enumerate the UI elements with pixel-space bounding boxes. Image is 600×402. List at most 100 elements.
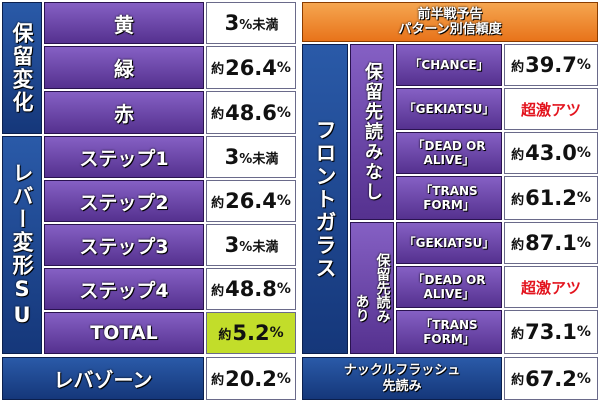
pattern-line1: 「GEKIATSU」 [403,236,495,250]
label-text: ステップ3 [79,235,169,258]
value-number: 39.7 [525,53,577,77]
label-text: 緑 [114,57,134,81]
knuckle-line1: ナックルフラッシュ [343,362,461,378]
value-suffix: %未満 [239,151,279,167]
value-prefix: 約 [511,326,525,342]
value-number: 20.2 [225,366,277,391]
value-prefix: 約 [211,283,225,299]
with-hold-value-transform: 約 73.1% [504,310,598,354]
value-suffix: %未満 [239,239,279,255]
with-hold-pattern-gekiatsu: 「GEKIATSU」 [396,222,502,264]
value-suffix: % [576,235,591,251]
value-number: 3 [224,145,240,169]
value-prefix: 約 [211,62,225,77]
value-suffix: % [576,190,591,206]
value-suffix: % [576,324,591,340]
front-glass-title-text: フロントガラス [313,118,337,280]
knuckle-flash-label: ナックルフラッシュ 先読み [302,357,502,400]
value-number: 48.6 [225,100,277,125]
pattern-line2: FORM」 [423,332,475,346]
lever-zone-label: レバゾーン [2,357,204,400]
value-prefix: 約 [511,192,525,208]
value-number: 5.2 [232,321,270,345]
with-hold-title-b: あり [353,294,370,322]
lever-su-label-step4: ステップ4 [44,268,204,310]
value-number: 73.1 [525,320,577,344]
lever-su-value-total: 約 5.2% [206,312,296,354]
lever-su-value-step3: 3 %未満 [206,224,296,266]
value-suffix: % [576,370,591,387]
with-hold-value-gekiatsu: 約 87.1% [504,222,598,264]
lever-su-label-step2: ステップ2 [44,180,204,222]
lever-su-value-step1: 3 %未満 [206,136,296,178]
hold-change-label-green: 緑 [44,46,204,89]
pattern-line2: FORM」 [423,198,475,212]
hold-change-title: 保留変化 [2,2,42,134]
label-text: TOTAL [90,322,158,344]
no-hold-title-text: 保留先読みなし [362,62,383,202]
pattern-line1: 「DEAD OR [412,139,486,153]
label-text: レバゾーン [53,368,153,392]
pattern-line1: 「GEKIATSU」 [403,102,495,116]
header-line1: 前半戦予告 [417,7,483,22]
value-suffix: %未満 [239,17,279,33]
value-number: 26.4 [225,189,277,213]
front-glass-title: フロントガラス [302,44,348,354]
lever-su-label-total: TOTAL [44,312,204,354]
value-suffix: % [576,57,591,73]
value-suffix: % [269,325,284,341]
value-prefix: 約 [211,373,225,388]
with-hold-title: 保留先読み あり [350,222,394,354]
value-number: 3 [224,233,240,257]
label-text: ステップ2 [79,191,169,214]
pattern-header: 前半戦予告 パターン別信頼度 [302,2,598,42]
value-prefix: 約 [218,327,232,343]
no-hold-pattern-dead-or-alive: 「DEAD OR ALIVE」 [396,132,502,174]
knuckle-line2: 先読み [382,378,422,394]
no-hold-pattern-transform: 「TRANS FORM」 [396,176,502,220]
pattern-line1: 「CHANCE」 [409,58,489,72]
value-prefix: 約 [211,195,225,211]
value-prefix: 約 [511,373,525,388]
lever-su-value-step4: 約 48.8% [206,268,296,310]
hold-change-value-green: 約 26.4% [206,46,296,89]
knuckle-flash-value: 約 67.2% [504,357,598,400]
label-text: 黄 [114,12,134,37]
value-number: 61.2 [525,186,577,210]
label-text: ステップ1 [79,147,169,170]
value-prefix: 約 [211,107,225,122]
lever-su-title: レバー変形SU [2,136,42,354]
value-suffix: % [576,145,591,161]
lever-su-title-text: レバー変形SU [10,161,34,329]
pattern-line1: 「DEAD OR [412,273,486,287]
value-prefix: 約 [511,59,525,75]
hold-change-value-red: 約 48.6% [206,91,296,134]
value-suffix: % [276,59,291,76]
value-suffix: % [276,104,291,121]
label-text: ステップ4 [79,279,169,302]
value-number: 26.4 [225,55,277,80]
no-hold-value-gekiatsu: 超激アツ [504,88,598,130]
special-text: 超激アツ [520,278,581,297]
with-hold-pattern-transform: 「TRANS FORM」 [396,310,502,354]
no-hold-title: 保留先読みなし [350,44,394,220]
with-hold-value-dead-or-alive: 超激アツ [504,266,598,308]
hold-change-title-text: 保留変化 [10,22,34,114]
value-number: 3 [224,11,240,35]
pattern-line1: 「TRANS [420,318,478,332]
lever-su-label-step3: ステップ3 [44,224,204,266]
value-number: 48.8 [225,277,277,301]
lever-zone-value: 約 20.2% [206,357,296,400]
no-hold-value-dead-or-alive: 約 43.0% [504,132,598,174]
pattern-line2: ALIVE」 [423,287,475,301]
no-hold-value-chance: 約 39.7% [504,44,598,86]
special-text: 超激アツ [520,100,581,119]
header-line2: パターン別信頼度 [398,22,502,37]
no-hold-pattern-gekiatsu: 「GEKIATSU」 [396,88,502,130]
value-prefix: 約 [511,147,525,163]
no-hold-pattern-chance: 「CHANCE」 [396,44,502,86]
lever-su-value-step2: 約 26.4% [206,180,296,222]
pattern-line2: ALIVE」 [423,153,475,167]
pattern-line1: 「TRANS [420,184,478,198]
value-suffix: % [276,193,291,209]
